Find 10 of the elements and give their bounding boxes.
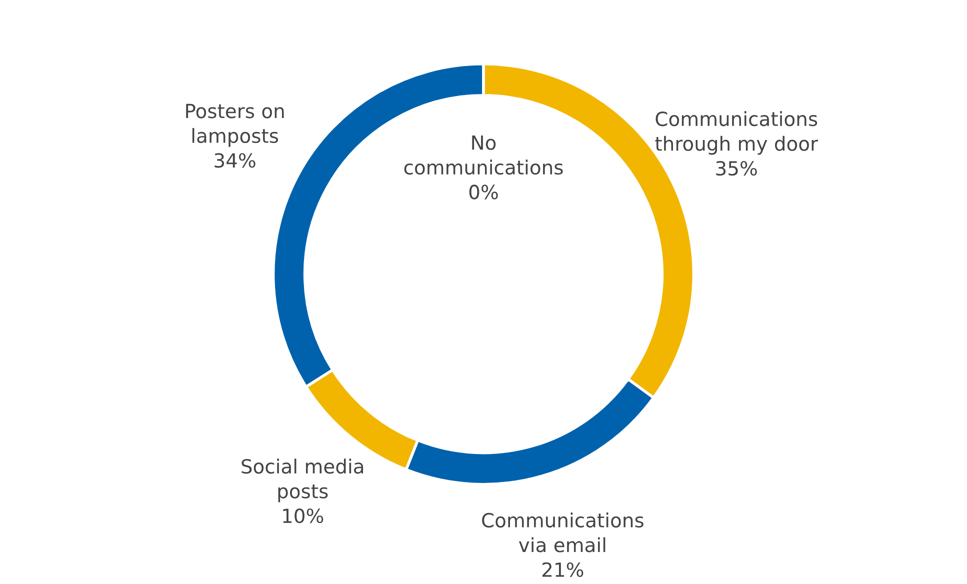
slice-label: Posters on lamposts [186,104,284,147]
slice-label: Social media posts [242,458,364,502]
slice-label: Communications through my door [655,111,818,155]
data-label: 10% [283,508,324,524]
text: 0% [469,184,498,200]
category-label: No communications [404,135,563,175]
slice-label: Communications via email [482,512,644,552]
data-label: 21% [542,562,584,578]
data-label: 34% [214,153,256,168]
data-label: 35% [716,160,757,176]
